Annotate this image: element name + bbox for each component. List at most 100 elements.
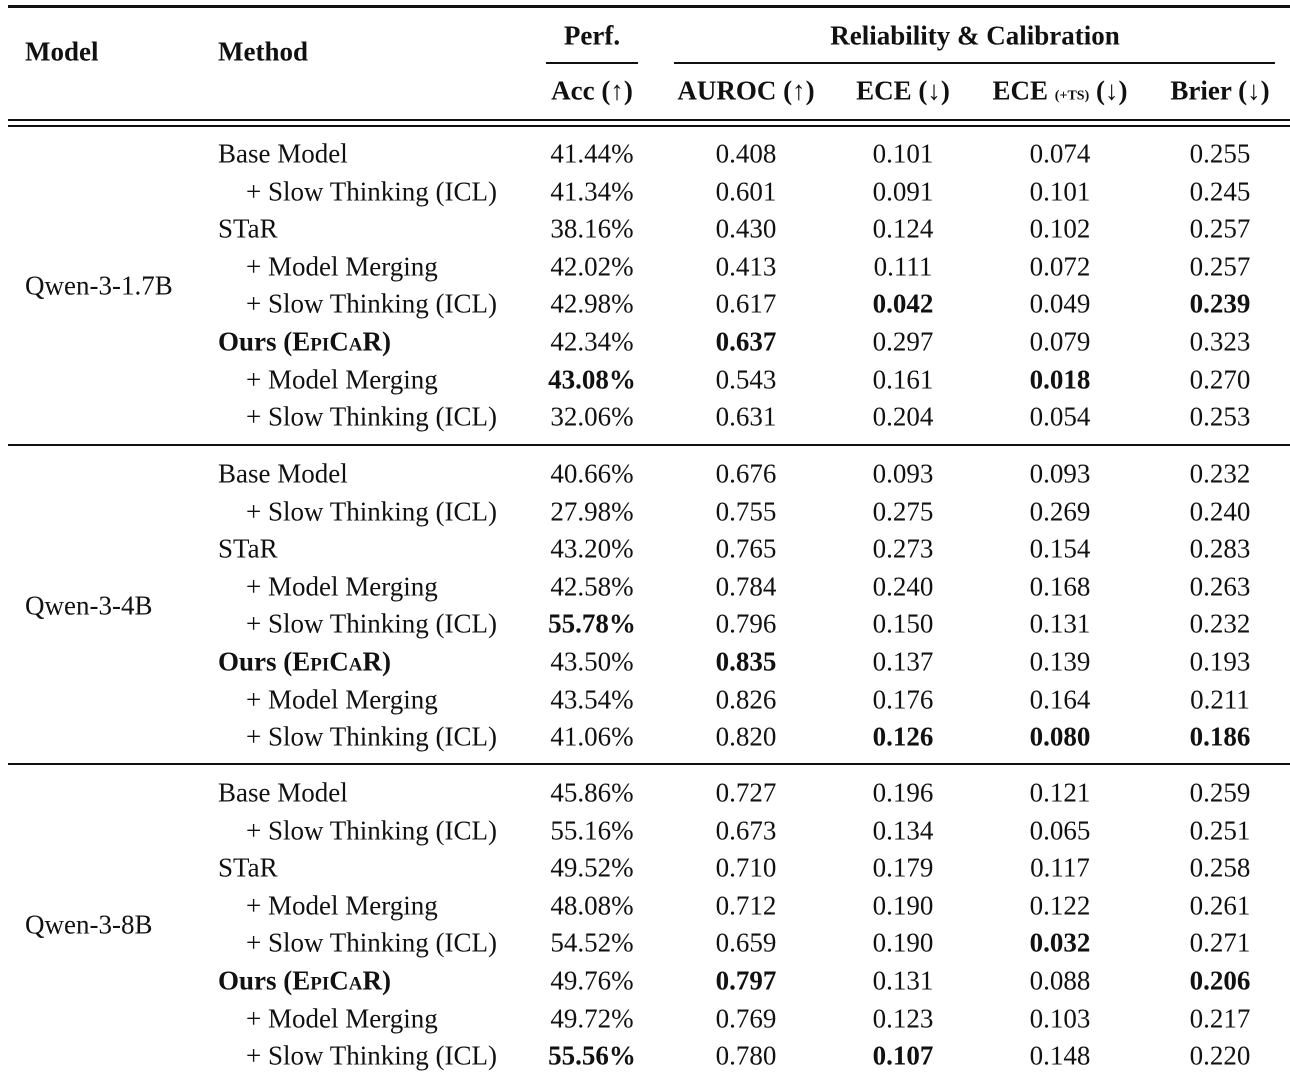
method: + Model Merging [246, 364, 438, 395]
cell: 0.258 [1189, 852, 1251, 883]
reliability-header: Reliability & Calibration [830, 20, 1120, 51]
cell: 0.176 [872, 684, 934, 715]
cell: 0.079 [1029, 326, 1091, 357]
cell: 42.58% [550, 571, 634, 602]
method: + Model Merging [246, 571, 438, 602]
column-header: Acc (↑) [551, 75, 633, 106]
cell: 0.253 [1189, 401, 1251, 432]
cell: 0.251 [1189, 815, 1251, 846]
cell: 45.86% [550, 777, 634, 808]
column-arrow: (↓) [1095, 75, 1128, 106]
cell: 0.065 [1029, 815, 1091, 846]
cell: 0.245 [1189, 176, 1251, 207]
cell: 0.091 [872, 176, 934, 207]
perf-header: Perf. [563, 20, 621, 51]
method: + Model Merging [246, 684, 438, 715]
cell: 0.154 [1029, 533, 1091, 564]
model-name: Qwen-3-8B [25, 909, 153, 940]
cell: 0.121 [1029, 777, 1091, 808]
cell: 0.093 [872, 458, 934, 489]
header-rule [8, 119, 1290, 121]
method: + Slow Thinking (ICL) [246, 927, 497, 958]
cell: 0.240 [1189, 496, 1251, 527]
cell: 0.631 [715, 401, 777, 432]
cell: 55.78% [548, 608, 636, 639]
cell: 0.765 [715, 533, 777, 564]
cell: 0.769 [715, 1003, 777, 1034]
cell: 0.186 [1189, 721, 1251, 752]
method: STaR [218, 213, 278, 244]
cell: 0.049 [1029, 288, 1091, 319]
method: Ours (EpiCaR) [218, 646, 391, 677]
cell: 0.297 [872, 326, 934, 357]
method: + Slow Thinking (ICL) [246, 176, 497, 207]
method: Ours (EpiCaR) [218, 965, 391, 996]
method: Ours (EpiCaR) [218, 326, 391, 357]
cell: 0.408 [715, 138, 777, 169]
method: + Slow Thinking (ICL) [246, 1040, 497, 1071]
method: + Model Merging [246, 1003, 438, 1034]
cell: 0.211 [1190, 684, 1250, 715]
cell: 0.150 [872, 608, 934, 639]
cell: 0.131 [872, 965, 934, 996]
group-rule [8, 444, 1290, 446]
cell: 0.131 [1029, 608, 1091, 639]
cell: 0.323 [1189, 326, 1251, 357]
cell: 0.088 [1029, 965, 1091, 996]
cell: 0.137 [872, 646, 934, 677]
method: + Slow Thinking (ICL) [246, 288, 497, 319]
cell: 0.712 [715, 890, 777, 921]
column-header: Brier (↓) [1170, 77, 1269, 105]
cell: 0.673 [715, 815, 777, 846]
cell: 42.98% [550, 288, 634, 319]
top-rule [8, 5, 1290, 8]
cell: 0.232 [1189, 458, 1251, 489]
cell: 0.232 [1189, 608, 1251, 639]
perf-underline [546, 62, 638, 64]
column-header: AUROC (↑) [677, 77, 814, 105]
cell: 0.032 [1029, 927, 1091, 958]
cell: 0.820 [715, 721, 777, 752]
cell: 0.220 [1189, 1040, 1251, 1071]
cell: 49.72% [550, 1003, 634, 1034]
cell: 43.20% [550, 533, 634, 564]
cell: 0.755 [715, 496, 777, 527]
cell: 0.168 [1029, 571, 1091, 602]
cell: 0.269 [1029, 496, 1091, 527]
cell: 0.270 [1189, 364, 1251, 395]
cell: 0.101 [1029, 176, 1091, 207]
cell: 0.117 [1030, 852, 1090, 883]
reliability-underline [674, 62, 1275, 64]
method: + Model Merging [246, 890, 438, 921]
method: STaR [218, 852, 278, 883]
header-rule [8, 125, 1290, 127]
cell: 0.676 [715, 458, 777, 489]
cell: 0.074 [1029, 138, 1091, 169]
cell: 0.190 [872, 890, 934, 921]
method: Base Model [218, 458, 348, 489]
cell: 0.103 [1029, 1003, 1091, 1034]
cell: 49.52% [550, 852, 634, 883]
cell: 40.66% [550, 458, 634, 489]
cell: 0.271 [1189, 927, 1251, 958]
cell: 0.543 [715, 364, 777, 395]
method: + Slow Thinking (ICL) [246, 496, 497, 527]
cell: 43.08% [548, 364, 636, 395]
cell: 38.16% [550, 213, 634, 244]
cell: 0.134 [872, 815, 934, 846]
column-name: Acc [551, 75, 595, 106]
method: + Slow Thinking (ICL) [246, 815, 497, 846]
cell: 0.164 [1029, 684, 1091, 715]
cell: 55.56% [548, 1040, 636, 1071]
cell: 0.072 [1029, 251, 1091, 282]
cell: 55.16% [550, 815, 634, 846]
cell: 0.273 [872, 533, 934, 564]
cell: 0.093 [1029, 458, 1091, 489]
cell: 0.204 [872, 401, 934, 432]
column-header: ECE (+TS) (↓) [993, 75, 1128, 106]
cell: 0.206 [1189, 965, 1251, 996]
cell: 0.217 [1189, 1003, 1251, 1034]
cell: 0.257 [1189, 213, 1251, 244]
cell: 0.261 [1189, 890, 1251, 921]
